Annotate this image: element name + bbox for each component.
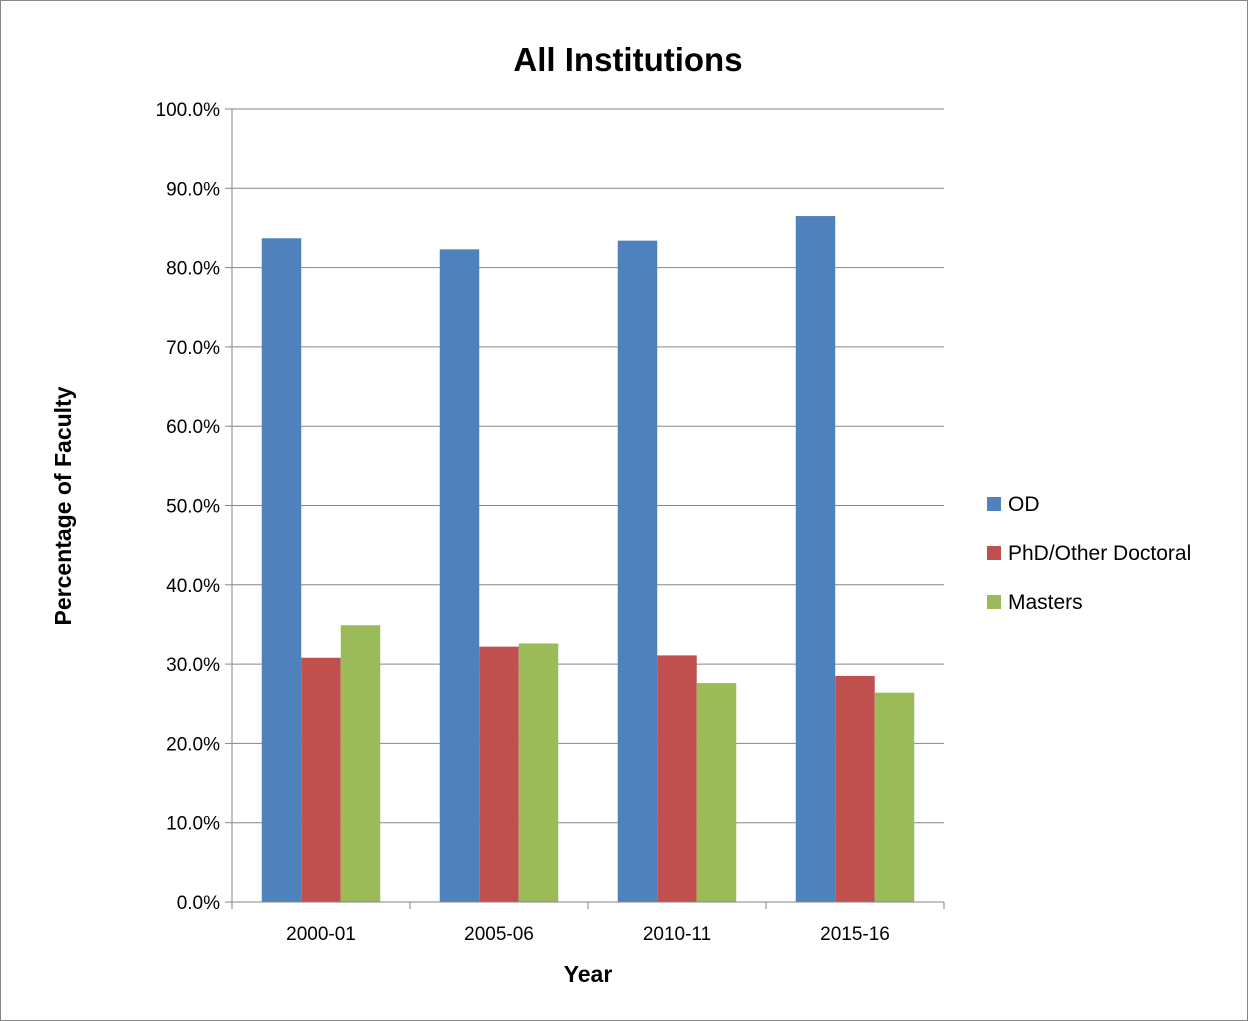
x-tick-label: 2010-11 [643,924,711,945]
legend-label: PhD/Other Doctoral [1008,542,1191,565]
y-tick-label: 100.0% [156,100,221,121]
legend-swatch [987,595,1001,609]
legend-swatch [987,546,1001,560]
y-tick-label: 60.0% [166,417,220,438]
bar-masters-2000-01 [340,625,381,902]
y-tick-label: 40.0% [166,576,220,597]
y-tick-label: 30.0% [166,655,220,676]
bar-od-2010-11 [617,240,658,902]
bar-od-2000-01 [261,238,302,902]
bar-phd-other-doctoral-2015-16 [835,675,875,902]
x-tick-label: 2015-16 [820,924,890,945]
y-axis-title: Percentage of Faculty [50,386,76,625]
legend-label: Masters [1008,591,1083,614]
bar-phd-other-doctoral-2005-06 [479,646,519,902]
bar-masters-2005-06 [518,643,559,902]
legend: OD PhD/Other Doctoral Masters [987,493,1191,614]
y-tick-label: 70.0% [166,338,220,359]
bar-od-2005-06 [439,249,480,903]
axes: 0.0% 10.0% 20.0% 30.0% 40.0% 50.0% 60.0% 70.0% 8… [156,100,945,945]
y-tick-label: 10.0% [166,814,220,835]
x-tick-label: 2005-06 [464,924,534,945]
bar-od-2015-16 [795,216,836,902]
x-axis-title: Year [564,961,613,987]
bar-masters-2010-11 [696,683,737,902]
y-tick-label: 80.0% [166,259,220,280]
bars [261,216,915,903]
y-tick-label: 50.0% [166,497,220,518]
y-tick-label: 90.0% [166,179,220,200]
legend-swatch [987,497,1001,511]
y-tick-label: 20.0% [166,734,220,755]
bar-phd-other-doctoral-2010-11 [657,655,697,902]
legend-label: OD [1008,493,1040,516]
x-tick-label: 2000-01 [286,924,356,945]
chart-title: All Institutions [513,41,742,78]
y-tick-label: 0.0% [177,893,220,914]
bar-phd-other-doctoral-2000-01 [301,657,341,902]
bar-masters-2015-16 [874,692,915,902]
